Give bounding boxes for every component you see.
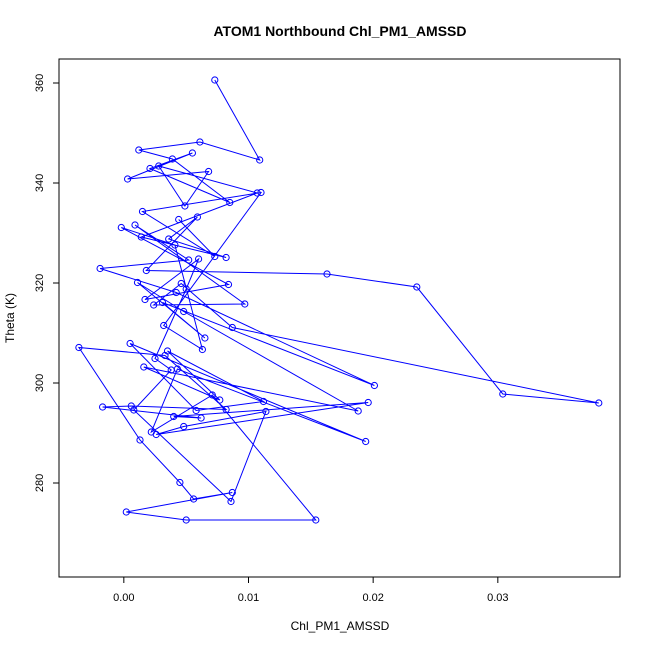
data-point — [196, 138, 204, 146]
y-axis: 280 300 320 340 360 — [34, 74, 59, 492]
data-point — [142, 266, 150, 275]
data-point — [168, 155, 176, 163]
data-point — [124, 175, 132, 183]
data-point — [198, 345, 206, 354]
data-point — [158, 298, 167, 307]
data-point — [165, 235, 173, 243]
data-point — [195, 255, 203, 263]
series-line — [77, 79, 599, 521]
data-point — [160, 321, 168, 330]
data-point — [216, 396, 224, 404]
data-point — [205, 167, 213, 176]
data-point — [133, 278, 142, 287]
data-point — [259, 397, 268, 406]
data-point — [222, 253, 230, 262]
data-point — [354, 407, 362, 415]
data-point — [161, 351, 169, 360]
data-point — [224, 280, 233, 289]
data-point — [135, 146, 143, 154]
data-point — [131, 221, 139, 229]
x-tick-label: 0.02 — [362, 592, 383, 604]
data-point — [177, 279, 185, 288]
data-point — [413, 283, 421, 291]
data-point — [130, 406, 138, 414]
data-point — [253, 189, 261, 197]
data-point — [182, 285, 190, 293]
data-point — [211, 76, 219, 84]
data-point — [241, 300, 249, 308]
data-point — [155, 162, 163, 170]
data-point — [167, 366, 175, 374]
y-axis-label: Theta (K) — [3, 293, 17, 343]
data-point — [180, 307, 188, 316]
data-point — [117, 223, 125, 232]
plot-frame — [58, 58, 621, 578]
data-point — [151, 354, 159, 363]
data-point — [150, 301, 158, 309]
y-tick-label: 320 — [34, 274, 46, 292]
data-point — [370, 381, 378, 390]
x-tick-label: 0.01 — [238, 592, 259, 604]
data-point — [227, 497, 235, 506]
data-point — [595, 399, 603, 407]
data-point — [193, 213, 201, 221]
data-point — [176, 478, 184, 487]
data-point — [99, 403, 107, 411]
data-point — [262, 407, 270, 416]
data-point — [188, 149, 196, 157]
data-point — [171, 241, 179, 249]
data-point — [170, 412, 178, 421]
y-tick-label: 340 — [34, 174, 46, 192]
data-point — [364, 398, 372, 407]
data-point — [499, 390, 507, 398]
data-point — [146, 164, 154, 173]
data-point — [136, 436, 144, 444]
data-point — [152, 430, 160, 439]
data-point — [362, 437, 370, 446]
data-point — [201, 334, 209, 342]
data-point — [175, 215, 183, 224]
data-point — [228, 323, 236, 332]
chart-title: ATOM1 Northbound Chl_PM1_AMSSD — [213, 23, 466, 39]
data-point — [208, 391, 216, 399]
series-lines — [77, 79, 599, 521]
data-point — [181, 202, 189, 210]
x-tick-label: 0.00 — [113, 592, 134, 604]
data-point — [127, 402, 135, 410]
x-axis: 0.00 0.01 0.02 0.03 — [113, 577, 509, 604]
data-point — [312, 516, 320, 524]
data-point — [228, 488, 236, 497]
data-point — [180, 422, 188, 431]
data-point — [323, 270, 331, 278]
y-tick-label: 360 — [34, 74, 46, 92]
data-point — [96, 264, 104, 273]
data-point — [256, 156, 264, 164]
y-tick-label: 300 — [34, 374, 46, 392]
data-point — [141, 295, 149, 304]
data-point — [211, 252, 219, 261]
data-point — [182, 516, 190, 524]
data-point — [126, 339, 134, 348]
data-point — [137, 233, 145, 241]
data-point — [222, 405, 230, 414]
data-point — [226, 198, 234, 207]
data-point — [122, 508, 130, 516]
data-point — [185, 256, 193, 264]
data-point — [197, 414, 205, 422]
x-axis-label: Chl_PM1_AMSSD — [291, 619, 390, 633]
data-point — [138, 207, 147, 216]
data-point — [257, 188, 265, 197]
data-point — [140, 363, 148, 371]
series-points — [75, 76, 603, 524]
data-point — [192, 406, 200, 415]
data-point — [75, 343, 83, 352]
data-point — [172, 288, 180, 297]
data-point — [190, 495, 198, 503]
x-tick-label: 0.03 — [487, 592, 508, 604]
y-tick-label: 280 — [34, 474, 46, 492]
